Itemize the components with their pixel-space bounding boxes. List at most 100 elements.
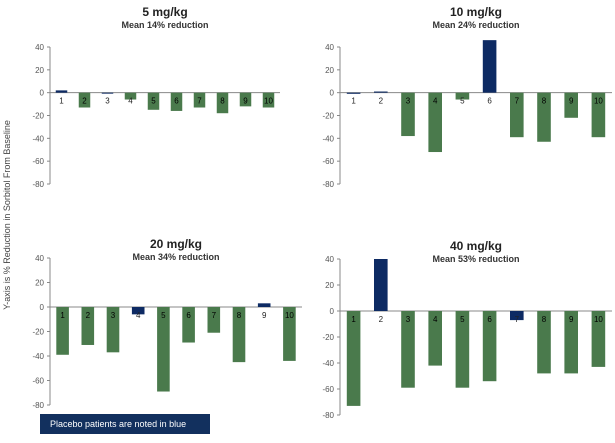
y-tick-label: 20 bbox=[325, 281, 334, 290]
y-tick-label: 40 bbox=[35, 254, 44, 263]
treatment-bar bbox=[193, 92, 206, 108]
placebo-bar bbox=[101, 92, 114, 94]
chart-title: 5 mg/kg bbox=[142, 5, 187, 19]
y-tick-label: -40 bbox=[322, 359, 334, 368]
y-tick-label: -20 bbox=[322, 333, 334, 342]
category-label: 9 bbox=[243, 97, 248, 106]
treatment-bar bbox=[106, 307, 120, 353]
placebo-legend-note: Placebo patients are noted in blue bbox=[40, 414, 210, 434]
y-tick-label: -20 bbox=[322, 112, 334, 121]
category-label: 8 bbox=[237, 311, 242, 320]
category-label: 8 bbox=[220, 97, 225, 106]
treatment-bar bbox=[455, 311, 470, 388]
y-tick-label: 0 bbox=[330, 89, 335, 98]
y-axis-label: Y-axis is % Reduction in Sorbitol From B… bbox=[2, 120, 12, 310]
chart-title: 10 mg/kg bbox=[450, 5, 502, 19]
category-label: 8 bbox=[542, 97, 547, 106]
category-label: 3 bbox=[406, 97, 411, 106]
treatment-bar bbox=[510, 92, 524, 138]
y-tick-label: -40 bbox=[32, 352, 44, 361]
treatment-bar bbox=[591, 92, 606, 138]
placebo-bar bbox=[374, 259, 388, 311]
category-label: 6 bbox=[174, 97, 179, 106]
y-tick-label: -80 bbox=[322, 411, 334, 420]
placebo-bar bbox=[257, 303, 271, 307]
category-label: 9 bbox=[569, 315, 574, 324]
category-label: 5 bbox=[151, 97, 156, 106]
treatment-bar bbox=[537, 311, 551, 374]
placebo-bar bbox=[131, 307, 145, 315]
y-tick-label: -80 bbox=[32, 180, 44, 189]
treatment-bar bbox=[482, 311, 497, 382]
y-tick-label: 20 bbox=[35, 279, 44, 288]
treatment-bar bbox=[232, 307, 246, 363]
treatment-bar bbox=[170, 92, 183, 111]
placebo-bar bbox=[374, 91, 388, 93]
placebo-bar bbox=[55, 90, 68, 93]
treatment-bar bbox=[564, 311, 578, 374]
y-tick-label: -40 bbox=[32, 134, 44, 143]
category-label: 3 bbox=[111, 311, 116, 320]
category-label: 8 bbox=[542, 315, 547, 324]
category-label: 9 bbox=[569, 97, 574, 106]
placebo-bar bbox=[346, 92, 361, 94]
treatment-bar bbox=[283, 307, 296, 361]
y-tick-label: -60 bbox=[322, 157, 334, 166]
category-label: 9 bbox=[262, 311, 267, 320]
chart-title: 40 mg/kg bbox=[450, 239, 502, 253]
y-tick-label: 40 bbox=[325, 43, 334, 52]
treatment-bar bbox=[216, 92, 229, 114]
category-label: 6 bbox=[487, 97, 492, 106]
treatment-bar bbox=[239, 92, 252, 107]
category-label: 1 bbox=[60, 311, 65, 320]
category-label: 4 bbox=[136, 311, 141, 320]
y-tick-label: -20 bbox=[32, 112, 44, 121]
y-tick-label: -60 bbox=[32, 157, 44, 166]
category-label: 5 bbox=[460, 315, 465, 324]
treatment-bar bbox=[182, 307, 195, 343]
treatment-bar bbox=[428, 92, 442, 153]
y-tick-label: 40 bbox=[35, 43, 44, 52]
category-label: 6 bbox=[186, 311, 191, 320]
category-label: 6 bbox=[487, 315, 492, 324]
treatment-bar bbox=[81, 307, 95, 345]
y-tick-label: -60 bbox=[32, 377, 44, 386]
y-tick-label: 0 bbox=[40, 303, 45, 312]
treatment-bar bbox=[346, 311, 361, 406]
y-tick-label: -80 bbox=[322, 180, 334, 189]
category-label: 4 bbox=[433, 97, 438, 106]
y-tick-label: -40 bbox=[322, 134, 334, 143]
treatment-bar bbox=[56, 307, 69, 355]
category-label: 3 bbox=[105, 97, 110, 106]
category-label: 5 bbox=[161, 311, 166, 320]
category-label: 4 bbox=[433, 315, 438, 324]
treatment-bar bbox=[78, 92, 91, 108]
category-label: 3 bbox=[406, 315, 411, 324]
placebo-bar bbox=[482, 40, 497, 93]
category-label: 2 bbox=[379, 97, 384, 106]
treatment-bar bbox=[428, 311, 442, 366]
category-label: 1 bbox=[351, 97, 356, 106]
treatment-bar bbox=[147, 92, 160, 110]
chart-subtitle: Mean 34% reduction bbox=[132, 252, 219, 262]
treatment-bar bbox=[401, 92, 415, 137]
placebo-bar bbox=[510, 311, 524, 321]
category-label: 7 bbox=[197, 97, 202, 106]
category-label: 2 bbox=[82, 97, 87, 106]
category-label: 10 bbox=[594, 97, 603, 106]
chart-title: 20 mg/kg bbox=[150, 237, 202, 251]
treatment-bar bbox=[591, 311, 606, 367]
category-label: 2 bbox=[379, 315, 384, 324]
category-label: 5 bbox=[460, 97, 465, 106]
chart-subtitle: Mean 24% reduction bbox=[432, 20, 519, 30]
category-label: 2 bbox=[86, 311, 91, 320]
y-tick-label: -20 bbox=[32, 328, 44, 337]
treatment-bar bbox=[564, 92, 578, 118]
treatment-bar bbox=[124, 92, 137, 100]
treatment-bar bbox=[262, 92, 275, 108]
category-label: 1 bbox=[59, 97, 64, 106]
category-label: 7 bbox=[515, 315, 520, 324]
y-tick-label: -60 bbox=[322, 385, 334, 394]
